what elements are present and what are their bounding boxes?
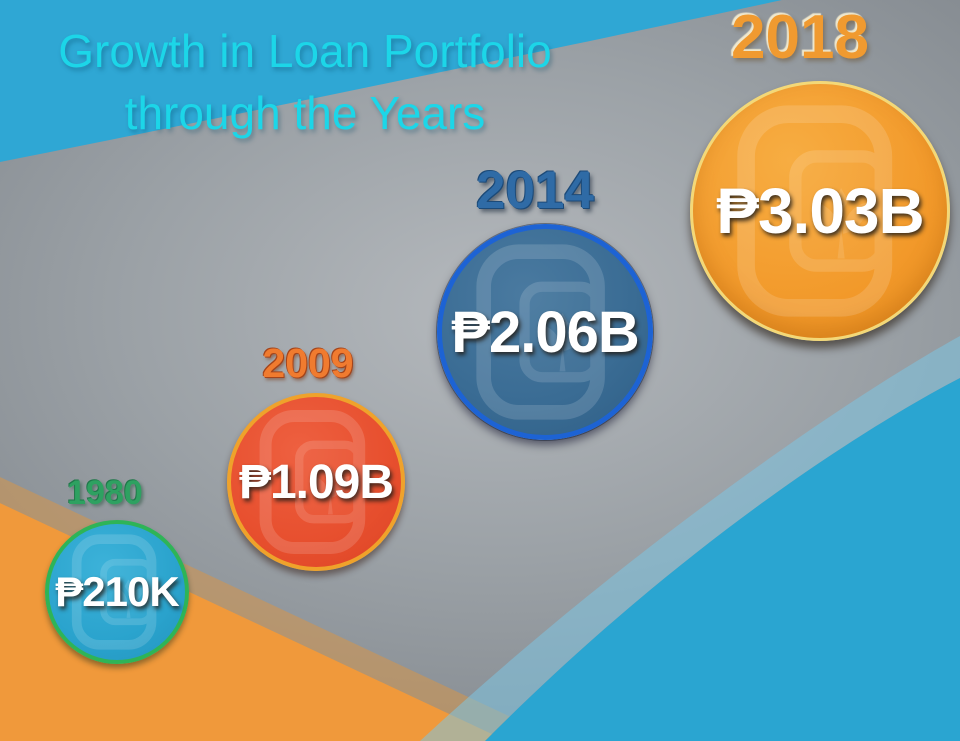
bank-logo-watermark-icon <box>71 534 157 650</box>
bottom-blue-triangle <box>485 378 960 741</box>
year-label-2014: 2014 <box>476 161 594 220</box>
page-title-line2: through the Years <box>124 87 486 139</box>
year-label-2009: 2009 <box>262 340 354 386</box>
bubble-value-2009: ₱1.09B <box>238 455 394 509</box>
bubble-value-2018: ₱3.03B <box>716 175 924 247</box>
bubble-value-1980: ₱210K <box>55 568 179 615</box>
bubble-2014: ₱2.06B <box>437 224 653 440</box>
bubble-value-2014: ₱2.06B <box>451 299 639 365</box>
page-title-line1: Growth in Loan Portfolio <box>58 25 552 77</box>
year-label-2018: 2018 <box>731 3 869 72</box>
page-title: Growth in Loan Portfolio through the Yea… <box>8 20 602 144</box>
top-blue-band <box>0 0 782 162</box>
bank-logo-watermark-icon <box>259 410 366 554</box>
bubble-1980: ₱210K <box>45 520 189 664</box>
sprout-icon <box>812 188 870 259</box>
bubble-2018: ₱3.03B <box>690 81 950 341</box>
sprout-icon <box>311 466 350 515</box>
bank-logo-watermark-icon <box>476 244 605 420</box>
bank-logo-watermark-icon <box>737 105 893 317</box>
year-label-1980: 1980 <box>67 474 143 512</box>
bubble-2009: ₱1.09B <box>227 393 405 571</box>
sprout-icon <box>539 313 586 372</box>
light-blue-stripe <box>420 336 960 741</box>
sprout-icon <box>113 579 144 618</box>
